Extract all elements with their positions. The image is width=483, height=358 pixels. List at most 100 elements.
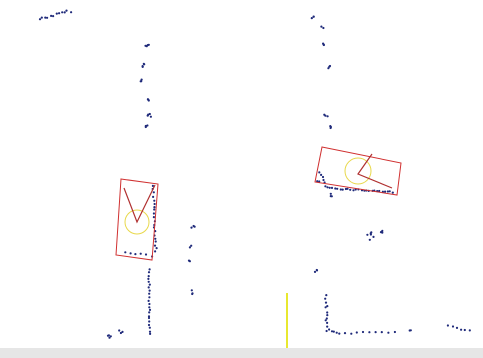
lidar-point [118,329,121,332]
lidar-point [380,331,383,334]
lidar-point [152,195,155,198]
lidar-point [55,12,58,15]
lidar-point [148,112,151,116]
lidar-point [143,63,146,66]
lidar-point [148,292,151,295]
lidar-point [326,325,329,328]
lidar-point [324,297,327,300]
lidar-point [147,99,150,102]
lidar-point [44,16,47,19]
lidar-point [335,331,338,334]
lidar-point [149,115,152,118]
lidar-point [50,14,53,17]
lidar-point [147,323,151,327]
lidar-point [124,251,127,254]
lidar-point [316,180,319,183]
lidar-point [147,280,150,283]
lidar-point [321,175,325,179]
status-bar [0,348,483,358]
lidar-point [366,233,369,236]
lidar-point [334,187,337,190]
lidar-point [328,186,331,189]
lidar-point [408,329,411,332]
lidar-point [318,180,321,183]
lidar-point [148,308,152,311]
heading-circle-right [344,157,372,185]
lidar-point [109,335,112,338]
lidar-point [381,229,384,232]
lidar-point [148,296,151,299]
lidar-point [141,65,144,68]
lidar-point [326,305,329,308]
lidar-point [341,188,344,191]
lidar-point [147,316,151,320]
lidar-point [315,268,318,272]
lidar-point [344,187,347,191]
lidar-point [455,326,459,329]
lidar-point [148,320,151,323]
lidar-point [313,270,317,273]
lidar-point [147,286,150,289]
lidar-point [320,173,323,176]
lidar-point [148,311,151,314]
lidar-point [70,11,73,14]
lidar-point [346,187,349,190]
lidar-point [61,11,64,14]
lidar-point [326,311,329,314]
lidar-point [339,188,342,191]
lidar-point [391,191,394,194]
lidar-point [326,186,329,189]
lidar-point [324,306,327,309]
lidar-point [108,336,111,339]
lidar-point [152,191,155,194]
lidar-point [329,125,332,128]
lidar-point [451,325,455,328]
lidar-point [148,289,151,292]
bounding-box-right [314,146,402,196]
lidar-point [336,187,339,190]
lidar-point [193,225,196,228]
lidar-point [155,247,158,250]
lidar-point [324,301,328,304]
lidar-point [361,330,365,334]
lidar-point [322,43,325,47]
lidar-point [325,317,328,320]
lidar-point [144,125,147,129]
lidar-point [147,299,150,302]
lidar-point [322,26,325,30]
lidar-point [320,25,323,28]
lidar-point [146,114,149,117]
lidar-point [388,190,391,193]
lidar-point [147,275,150,278]
lidar-point [350,332,353,335]
lidar-point [343,332,347,335]
bounding-box-left [115,178,159,261]
lidar-point [134,253,137,256]
lidar-point [106,334,110,337]
lidar-point [140,80,143,83]
heading-arrow-left [123,184,156,224]
lidar-point [147,277,150,280]
lidar-point [329,192,332,195]
lidar-point [329,126,332,130]
lidar-point [310,17,313,20]
lidar-point [153,208,156,211]
lidar-point [325,294,328,297]
detection-left[interactable] [115,178,159,261]
lidar-point [378,189,381,193]
lidar-point [188,260,191,263]
lidar-point [139,252,142,255]
detection-right[interactable] [314,146,402,196]
lidar-point [372,235,375,238]
lidar-point [191,292,194,295]
lidar-point [368,238,371,241]
lidar-point [326,314,329,317]
lidar-point [332,330,335,333]
lidar-point [153,206,156,209]
lidar-point [144,253,148,256]
lidar-point [119,331,122,335]
lidar-point [152,212,155,215]
lidar-point [324,319,327,322]
